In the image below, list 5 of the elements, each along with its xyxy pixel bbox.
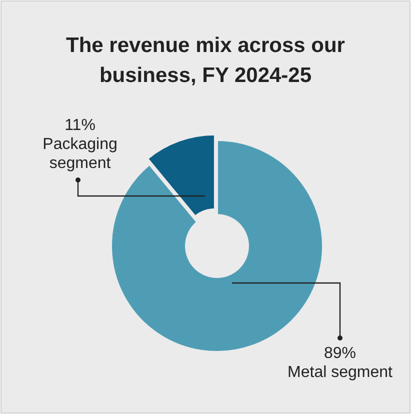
- slice-label: Metal segment: [288, 364, 394, 381]
- data-label: 11%: [64, 117, 96, 134]
- slice-label: Packaging segment: [42, 136, 118, 172]
- chart-title: The revenue mix across our business, FY 2024-25: [66, 34, 345, 87]
- data-label: 89%: [324, 345, 356, 362]
